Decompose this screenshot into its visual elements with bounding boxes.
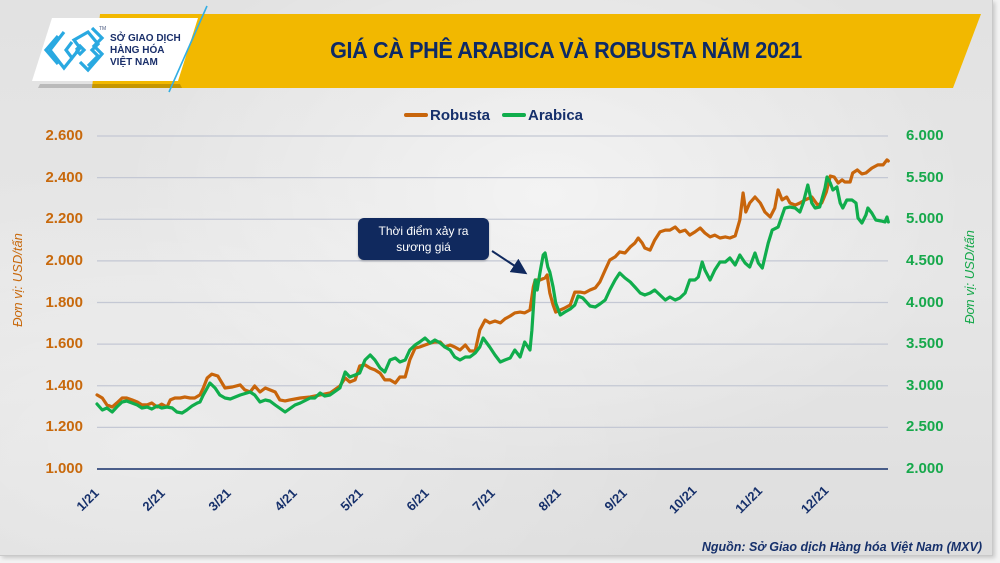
left-axis-tick-label: 2.600 xyxy=(45,127,83,144)
legend-label-arabica: Arabica xyxy=(528,106,584,124)
left-axis-tick-label: 1.800 xyxy=(45,293,83,311)
logo-line-3: VIỆT NAM xyxy=(110,57,158,68)
frost-annotation-box: Thời điểm xảy ra sương giá xyxy=(358,218,489,260)
gridlines xyxy=(97,135,888,428)
annotation-line-2: sương giá xyxy=(396,240,451,254)
legend: Robusta Arabica xyxy=(404,104,583,126)
title-banner xyxy=(92,14,981,88)
right-axis-tick-label: 3.000 xyxy=(906,376,944,394)
logo-text: SỞ GIAO DỊCH HÀNG HÓA VIỆT NAM xyxy=(110,33,181,69)
left-axis-tick-label: 1.400 xyxy=(45,376,83,394)
logo-plate xyxy=(32,18,198,81)
logo-accent-line xyxy=(168,5,208,93)
logo-line-2: HÀNG HÓA xyxy=(110,45,165,56)
header-graphics xyxy=(32,5,981,93)
series-line-robusta xyxy=(95,158,890,409)
right-axis-tick-label: 4.000 xyxy=(906,293,944,311)
legend-swatch-arabica xyxy=(502,113,526,117)
logo-line-1: SỞ GIAO DỊCH xyxy=(110,33,181,44)
right-axis-tick-label: 5.500 xyxy=(906,168,944,186)
legend-item-arabica[interactable]: Arabica xyxy=(502,107,583,124)
legend-item-robusta[interactable]: Robusta xyxy=(404,107,490,124)
annotation-arrow-icon xyxy=(491,250,528,275)
left-axis-tick-label: 1.000 xyxy=(45,460,83,477)
right-axis-tick-label: 6.000 xyxy=(906,127,944,144)
left-axis-tick-label: 2.200 xyxy=(45,210,83,228)
right-axis-title: Đơn vị: USD/tấn xyxy=(962,230,977,324)
left-axis-tick-label: 2.400 xyxy=(45,168,83,186)
legend-swatch-robusta xyxy=(404,113,428,117)
mxv-logo-icon xyxy=(43,26,105,73)
chart-title: GIÁ CÀ PHÊ ARABICA VÀ ROBUSTA NĂM 2021 xyxy=(330,37,802,63)
logo-plate-shadow xyxy=(38,84,182,88)
right-axis-tick-label: 2.000 xyxy=(906,460,944,477)
annotation-line-1: Thời điểm xảy ra xyxy=(378,224,469,238)
legend-label-robusta: Robusta xyxy=(430,106,490,124)
right-axis-tick-label: 2.500 xyxy=(906,418,944,436)
left-axis-tick-label: 2.000 xyxy=(45,251,83,269)
series-lines xyxy=(95,158,890,415)
right-axis-tick-label: 5.000 xyxy=(906,210,944,228)
right-axis-tick-label: 3.500 xyxy=(906,335,944,353)
left-axis-tick-label: 1.200 xyxy=(45,418,83,436)
left-axis-tick-label: 1.600 xyxy=(45,335,83,353)
series-line-arabica xyxy=(95,175,890,415)
left-axis-title: Đơn vị: USD/tấn xyxy=(10,233,25,327)
source-note: Nguồn: Sở Giao dịch Hàng hóa Việt Nam (M… xyxy=(701,540,982,554)
right-axis-tick-label: 4.500 xyxy=(906,251,944,269)
logo-trademark: TM xyxy=(99,26,107,32)
